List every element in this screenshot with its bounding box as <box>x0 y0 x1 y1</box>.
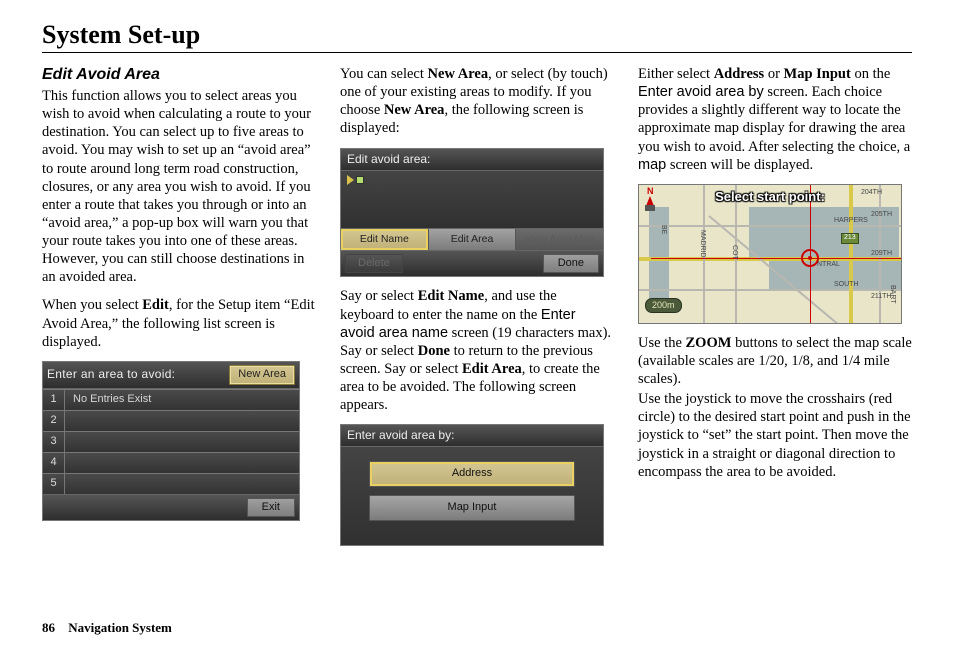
hwy-badge: 213 <box>841 233 859 244</box>
zoom-badge: 200m <box>645 298 682 313</box>
screenshot-enter-area: Enter an area to avoid: New Area 1 No En… <box>42 361 300 522</box>
screenshot-enter-avoid-by: Enter avoid area by: Address Map Input <box>340 424 604 546</box>
t: Use the <box>638 335 686 351</box>
t: When you select <box>42 297 142 313</box>
t: Say or select <box>340 288 418 304</box>
bold-edit: Edit <box>142 297 169 313</box>
table-row[interactable]: 5 <box>43 473 299 494</box>
compass-icon: N <box>642 188 658 216</box>
t: Edit Area <box>462 361 522 377</box>
page-title: System Set-up <box>42 20 912 53</box>
table-row[interactable]: 2 <box>43 410 299 431</box>
row-text: No Entries Exist <box>65 393 151 407</box>
row-num: 2 <box>43 410 65 431</box>
street-label: HARPERS <box>834 217 868 226</box>
t: ZOOM <box>686 335 732 351</box>
map-marker-icon <box>347 175 364 185</box>
crosshair-icon <box>801 249 823 271</box>
footer: 86 Navigation System <box>42 620 172 636</box>
col3-p2: Use the ZOOM buttons to select the map s… <box>638 334 912 388</box>
col2-p1: You can select New Area, or select (by t… <box>340 65 614 138</box>
street-label: 204TH <box>861 189 882 198</box>
screenshot-map: 213 HARPERS NTRAL SOUTH 204TH 205TH 209T… <box>638 184 902 324</box>
street-label: 205TH <box>871 211 892 220</box>
row-num: 3 <box>43 431 65 452</box>
t: on the <box>851 66 890 82</box>
shot3-title: Enter avoid area by: <box>341 425 603 447</box>
edit-name-button[interactable]: Edit Name <box>341 229 429 250</box>
delete-button[interactable]: Delete <box>345 254 403 274</box>
map-input-button[interactable]: Map Input <box>369 495 575 521</box>
street-label: BE <box>658 225 667 234</box>
road <box>639 289 901 291</box>
road <box>849 185 853 323</box>
col3-p3: Use the joystick to move the crosshairs … <box>638 390 912 481</box>
subhead-edit-avoid-area: Edit Avoid Area <box>42 65 316 85</box>
street-label: MADRID <box>697 230 706 258</box>
street-label: BART <box>887 285 896 304</box>
t: New Area <box>428 66 489 82</box>
shot2-title: Edit avoid area: <box>341 149 603 171</box>
t: Enter avoid area by <box>638 84 764 100</box>
t: Map Input <box>784 66 851 82</box>
t: New Area <box>384 102 445 118</box>
map-title: Select start point: <box>715 189 825 205</box>
row-num: 5 <box>43 473 65 494</box>
column-2: You can select New Area, or select (by t… <box>340 65 614 546</box>
street-label: SOUTH <box>834 281 859 290</box>
row-num: 1 <box>43 389 65 410</box>
table-row[interactable]: 4 <box>43 452 299 473</box>
shot1-title: Enter an area to avoid: <box>47 367 175 382</box>
footer-label: Navigation System <box>68 620 172 635</box>
address-button[interactable]: Address <box>369 461 575 487</box>
t: Done <box>418 343 450 359</box>
exit-button[interactable]: Exit <box>247 498 295 518</box>
page-number: 86 <box>42 620 55 635</box>
screenshot-edit-avoid-area: Edit avoid area: Edit Name Edit Area Vie… <box>340 148 604 278</box>
column-1: Edit Avoid Area This function allows you… <box>42 65 316 546</box>
t: screen will be displayed. <box>666 157 813 173</box>
row-num: 4 <box>43 452 65 473</box>
view-area-map-button[interactable]: View Area Map <box>516 229 603 250</box>
t: Either select <box>638 66 714 82</box>
done-button[interactable]: Done <box>543 254 599 274</box>
t: map <box>638 157 666 173</box>
col1-p1: This function allows you to select areas… <box>42 87 316 286</box>
table-row[interactable]: 1 No Entries Exist <box>43 389 299 410</box>
column-3: Either select Address or Map Input on th… <box>638 65 912 546</box>
col1-p2: When you select Edit, for the Setup item… <box>42 296 316 350</box>
t: Address <box>714 66 765 82</box>
columns: Edit Avoid Area This function allows you… <box>42 65 912 546</box>
col2-p2: Say or select Edit Name, and use the key… <box>340 287 614 414</box>
col3-p1: Either select Address or Map Input on th… <box>638 65 912 174</box>
table-row[interactable]: 3 <box>43 431 299 452</box>
t: Edit Name <box>418 288 484 304</box>
edit-area-button[interactable]: Edit Area <box>429 229 517 250</box>
t: or <box>764 66 783 82</box>
t: You can select <box>340 66 428 82</box>
new-area-button[interactable]: New Area <box>229 365 295 385</box>
